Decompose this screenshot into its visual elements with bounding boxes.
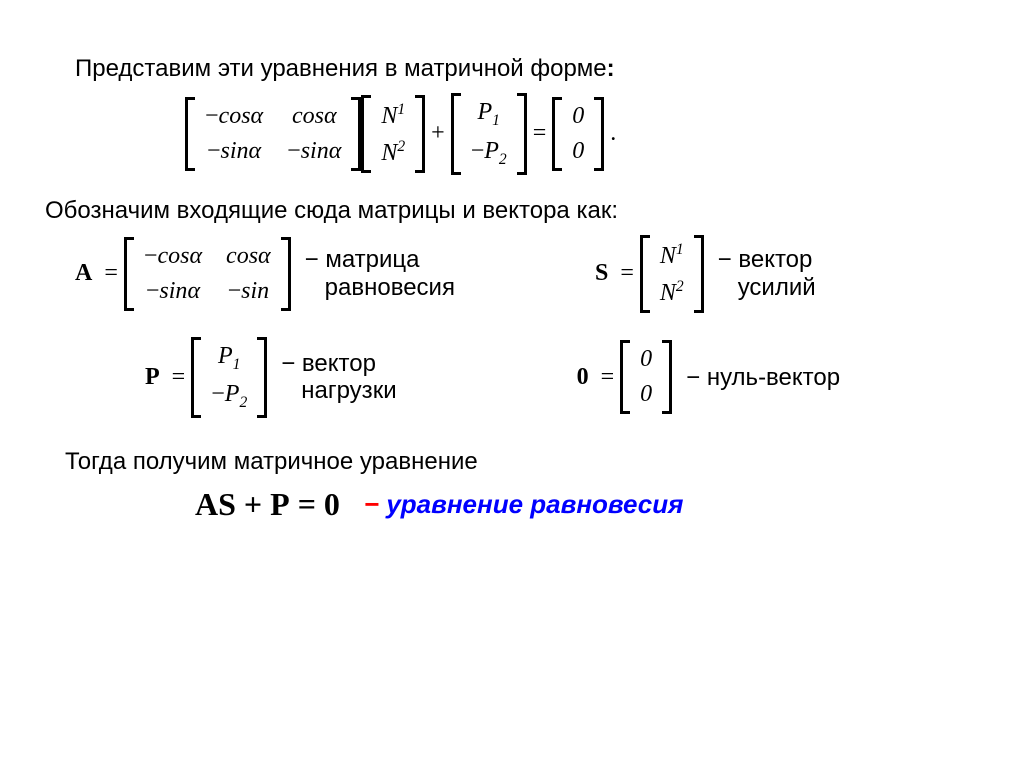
desc-P: − вектор нагрузки (281, 350, 396, 405)
cell: P1 (211, 343, 247, 374)
matrix-equation: −cosα cosα −sinα −sinα N1 N2 + P1 −P2 (185, 93, 964, 175)
intro-text: Представим эти уравнения в матричной фор… (75, 55, 607, 82)
def-S: S = N1 N2 − вектор усилий (595, 235, 816, 313)
sym-A: A (75, 260, 92, 287)
final-equation-label: − уравнение равновесия (364, 489, 683, 520)
vector-S: N1 N2 (361, 95, 425, 173)
row-P-0: P = P1 −P2 − вектор нагрузки 0 = (145, 337, 964, 419)
equals: = (601, 364, 615, 391)
desc-S: − вектор усилий (718, 246, 816, 301)
sym-P: P (145, 364, 160, 391)
intro-colon: : (607, 55, 615, 82)
cell: −sinα (144, 278, 202, 305)
equals: = (172, 364, 186, 391)
cell: −cosα (144, 243, 202, 270)
equals: = (104, 260, 118, 287)
cell: P1 (471, 99, 507, 130)
cell: N1 (660, 241, 684, 270)
desc-0: − нуль-вектор (686, 364, 840, 392)
def-P: P = P1 −P2 − вектор нагрузки (145, 337, 397, 419)
sym-S: S (595, 260, 608, 287)
period: . (610, 120, 616, 147)
then-line: Тогда получим матричное уравнение (65, 448, 964, 476)
final-equation-row: AS + P = 0 − уравнение равновесия (195, 486, 964, 523)
cell: N2 (381, 138, 405, 167)
vector-zero: 0 0 (552, 97, 604, 171)
cell: cosα (287, 103, 341, 130)
desc-A: − матрица равновесия (305, 246, 455, 301)
matrix-A: −cosα cosα −sinα −sin (124, 237, 291, 311)
cell: cosα (226, 243, 271, 270)
cell: −P2 (211, 381, 247, 412)
cell: N1 (381, 101, 405, 130)
matrix-A: −cosα cosα −sinα −sinα (185, 97, 361, 171)
vector-P: P1 −P2 (191, 337, 267, 419)
cell: −sinα (287, 138, 341, 165)
cell: 0 (572, 138, 584, 165)
equals: = (620, 260, 634, 287)
slide: Представим эти уравнения в матричной фор… (0, 0, 1024, 768)
intro-line: Представим эти уравнения в матричной фор… (75, 55, 964, 83)
cell: −cosα (205, 103, 263, 130)
vector-S: N1 N2 (640, 235, 704, 313)
def-0: 0 = 0 0 − нуль-вектор (577, 340, 840, 414)
sym-0: 0 (577, 364, 589, 391)
vector-zero: 0 0 (620, 340, 672, 414)
cell: 0 (640, 381, 652, 408)
equals: = (533, 120, 547, 147)
designate-line: Обозначим входящие сюда матрицы и вектор… (45, 197, 964, 225)
vector-P: P1 −P2 (451, 93, 527, 175)
cell: 0 (640, 346, 652, 373)
def-A: A = −cosα cosα −sinα −sin − матрица равн… (75, 237, 455, 311)
cell: −sinα (205, 138, 263, 165)
cell: −P2 (471, 138, 507, 169)
cell: N2 (660, 278, 684, 307)
plus: + (431, 120, 445, 147)
row-A-S: A = −cosα cosα −sinα −sin − матрица равн… (75, 235, 964, 313)
final-equation: AS + P = 0 (195, 486, 340, 523)
cell: −sin (226, 278, 271, 305)
cell: 0 (572, 103, 584, 130)
